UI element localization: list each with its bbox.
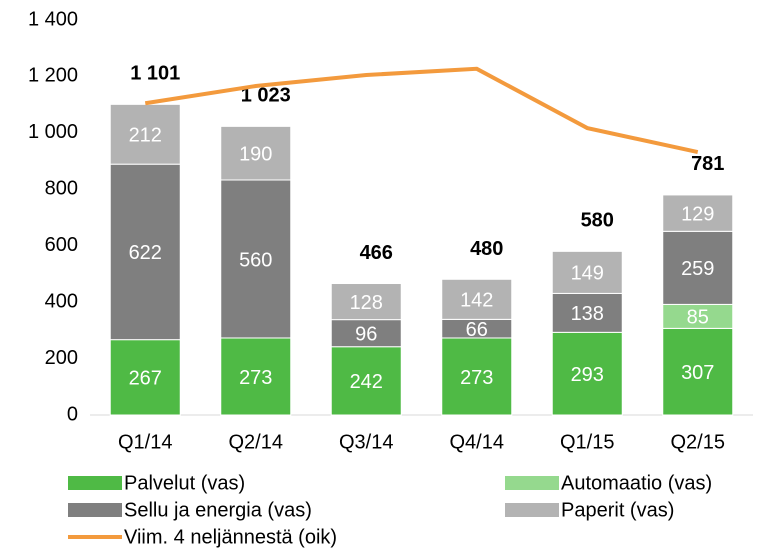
segment-label: 190: [239, 143, 272, 165]
segment-label: 307: [681, 362, 714, 384]
total-label: 1 023: [241, 85, 291, 107]
bar-segment: [441, 278, 513, 320]
bar-segment: [330, 346, 402, 416]
x-tick-label: Q1/14: [118, 431, 172, 453]
bar-segment: [109, 339, 181, 416]
total-label: 781: [691, 153, 724, 175]
segment-label: 66: [466, 319, 488, 341]
bar-segment: [330, 283, 402, 321]
bar-segment: [551, 292, 623, 333]
total-label: 1 101: [130, 63, 180, 85]
segment-label: 259: [681, 258, 714, 280]
segment-label: 560: [239, 249, 272, 271]
bar-segment: [109, 103, 181, 165]
segment-label: 242: [350, 371, 383, 393]
x-tick-label: Q2/14: [229, 431, 283, 453]
segment-label: 273: [460, 367, 493, 389]
legend-swatch: [68, 476, 122, 490]
legend-label: Automaatio (vas): [561, 472, 712, 494]
bar-segment: [220, 337, 292, 416]
segment-label: 128: [350, 292, 383, 314]
y-tick-label: 1 400: [28, 8, 78, 30]
legend-swatch: [505, 476, 559, 490]
x-tick-label: Q1/15: [560, 431, 614, 453]
total-label: 466: [360, 242, 393, 264]
legend-label: Palvelut (vas): [124, 472, 245, 494]
bar-segment: [109, 163, 181, 341]
bar-segment: [220, 125, 292, 181]
bar-segment: [441, 337, 513, 416]
bar-segment: [662, 230, 734, 305]
segment-label: 138: [571, 303, 604, 325]
legend-label: Viim. 4 neljännestä (oik): [124, 526, 337, 548]
x-tick-label: Q3/14: [339, 431, 393, 453]
total-label: 580: [581, 210, 614, 232]
segment-label: 212: [129, 125, 162, 147]
segment-label: 267: [129, 368, 162, 390]
bar-segment: [551, 331, 623, 416]
y-tick-label: 0: [67, 403, 78, 425]
segment-label: 142: [460, 290, 493, 312]
segment-label: 293: [571, 364, 604, 386]
legend-label: Paperit (vas): [561, 499, 674, 521]
y-tick-label: 200: [45, 347, 78, 369]
x-tick-label: Q2/15: [671, 431, 725, 453]
segment-label: 85: [687, 307, 709, 329]
line: [144, 66, 699, 154]
segment-label: 273: [239, 367, 272, 389]
y-tick-label: 1 000: [28, 121, 78, 143]
segment-label: 129: [681, 203, 714, 225]
bar-segment: [662, 194, 734, 232]
legend-swatch: [505, 503, 559, 517]
segment-label: 622: [129, 242, 162, 264]
bar-segment: [551, 250, 623, 294]
y-tick-label: 800: [45, 178, 78, 200]
x-tick-label: Q4/14: [450, 431, 504, 453]
legend-swatch: [68, 503, 122, 517]
bar-segment: [220, 179, 292, 339]
y-tick-label: 1 200: [28, 65, 78, 87]
y-tick-label: 600: [45, 234, 78, 256]
segment-label: 149: [571, 263, 604, 285]
legend-label: Sellu ja energia (vas): [124, 499, 312, 521]
y-tick-label: 400: [45, 290, 78, 312]
segment-label: 96: [355, 323, 377, 345]
total-label: 480: [470, 238, 503, 260]
bar-segment: [662, 327, 734, 416]
